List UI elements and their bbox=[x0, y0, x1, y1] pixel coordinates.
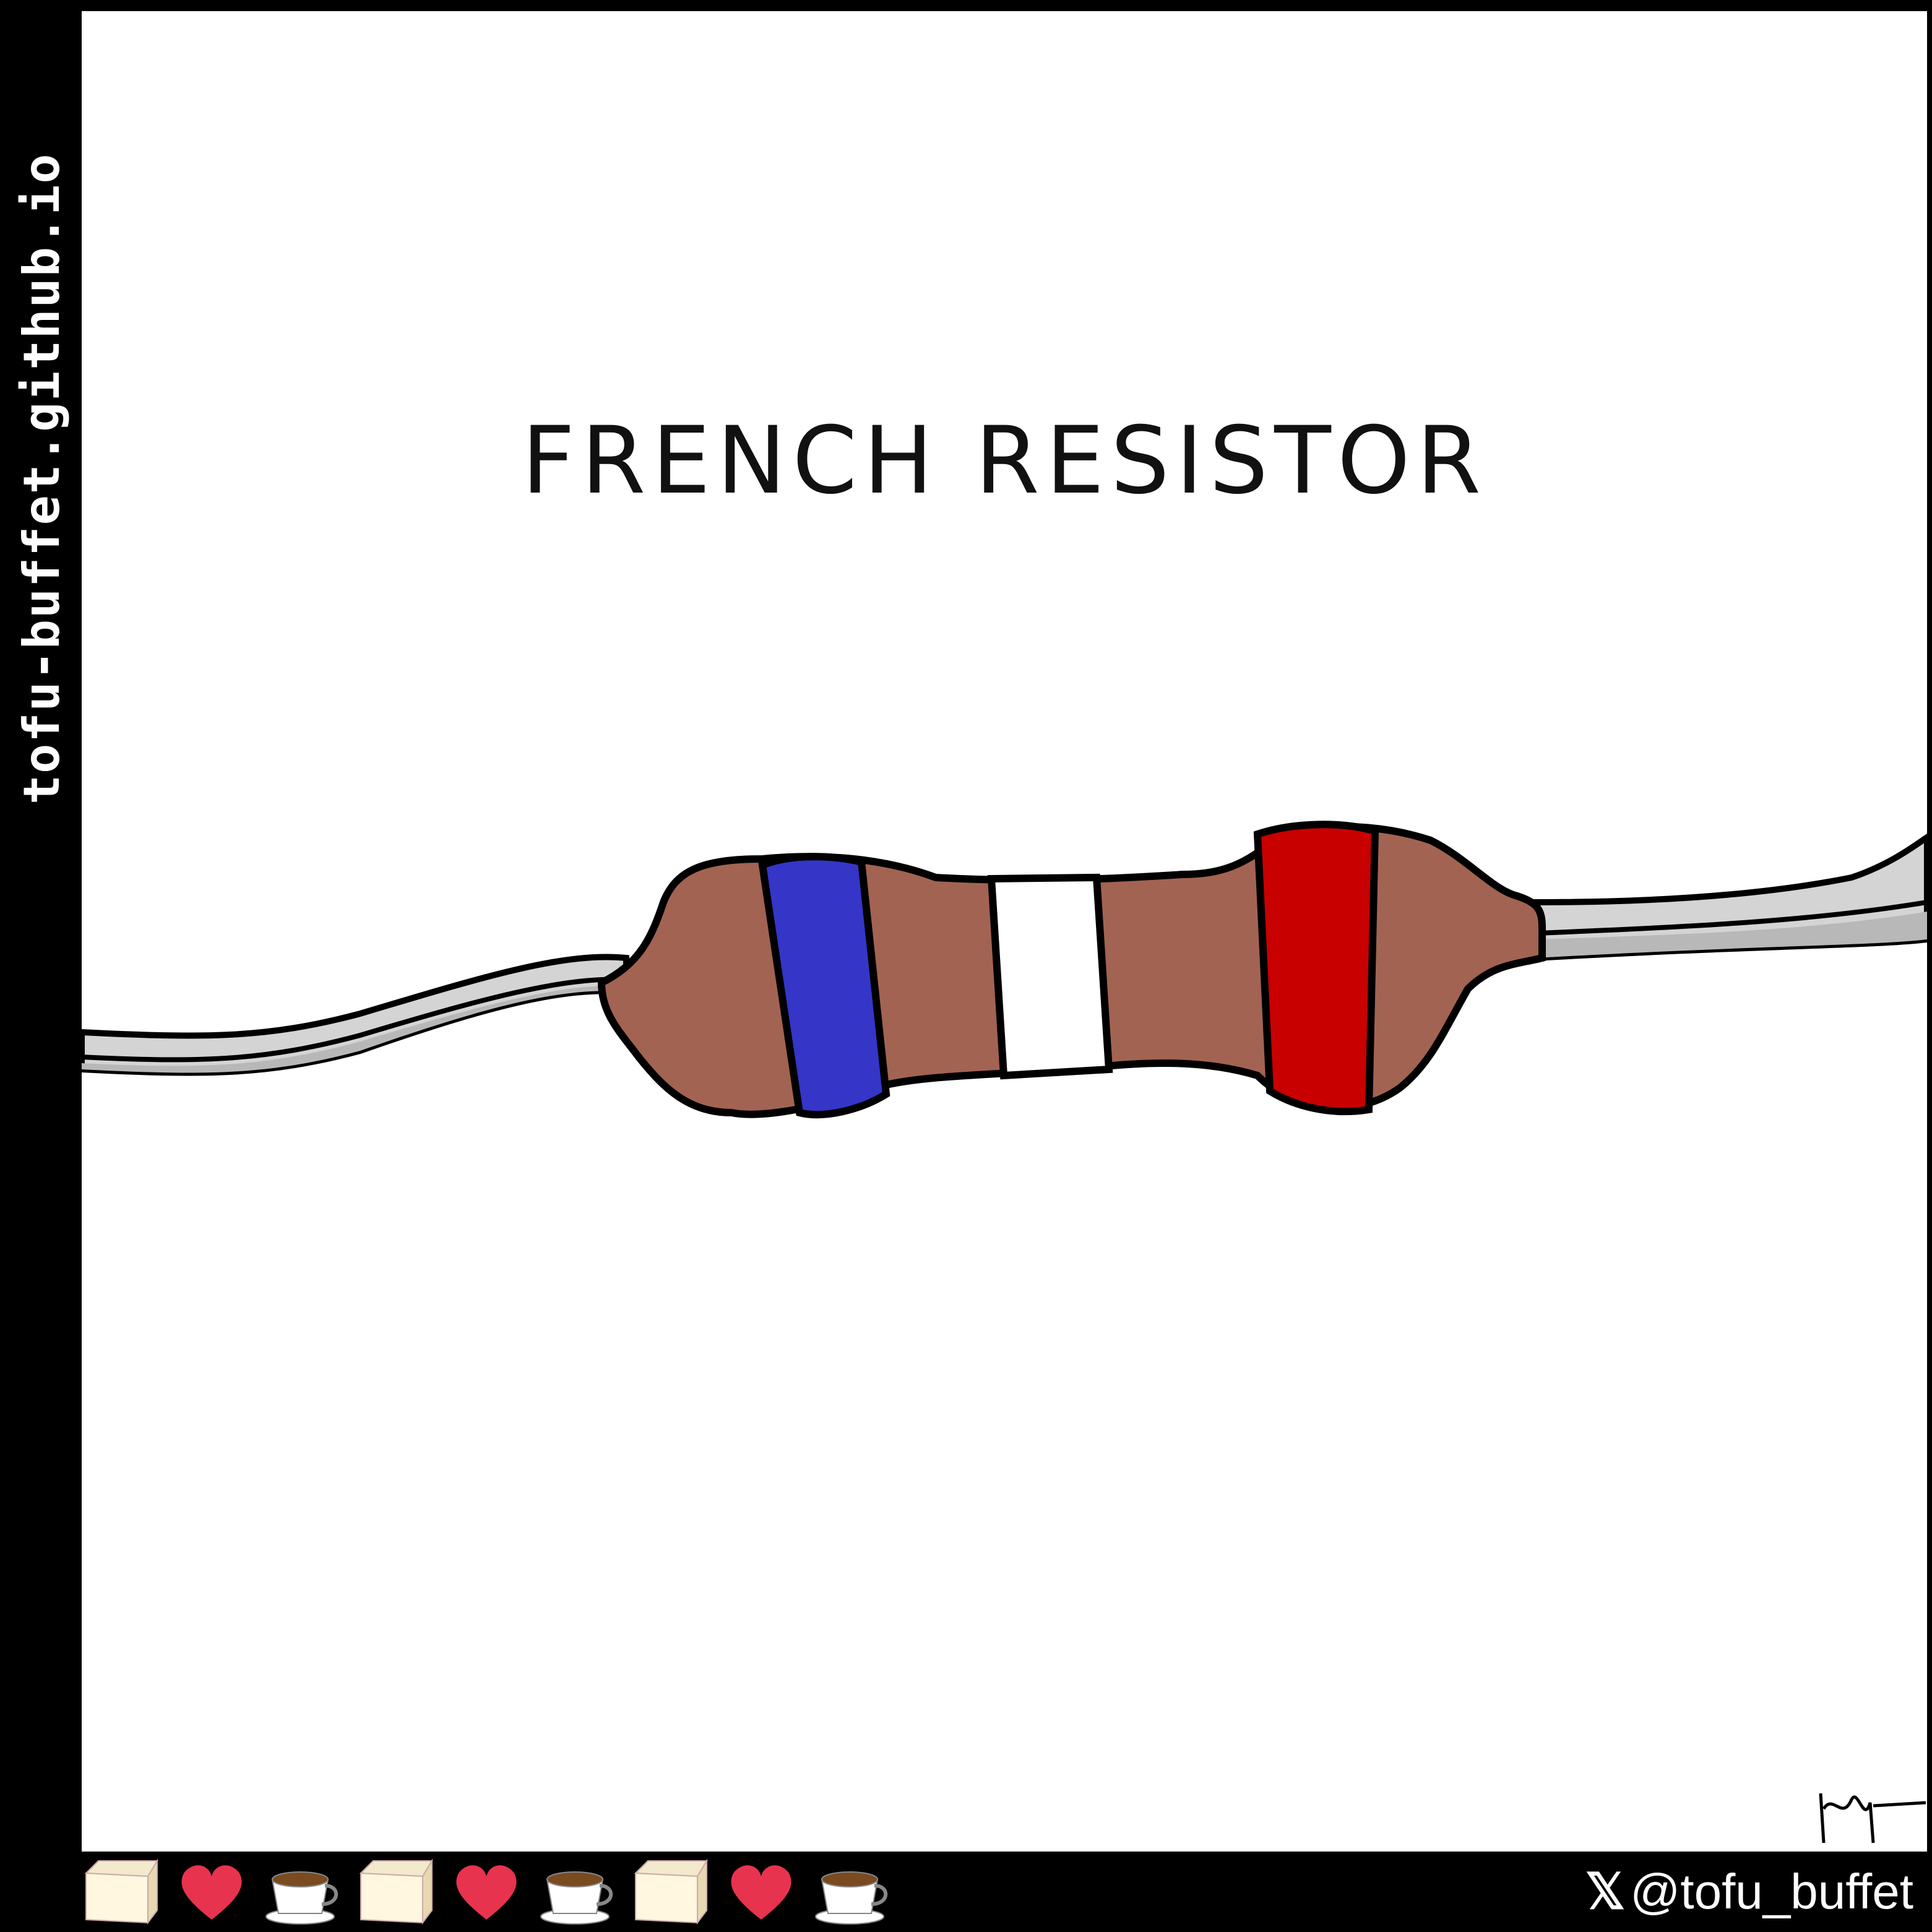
heart-icon bbox=[168, 1852, 255, 1932]
footer-bar: 𝕏 @tofu_buffet bbox=[0, 1852, 1932, 1932]
side-url-text: tofu-buffet.github.io bbox=[13, 152, 71, 804]
band-red bbox=[1253, 821, 1379, 1116]
comic-panel: FRENCH RESISTOR bbox=[82, 11, 1927, 1852]
artist-signature bbox=[1819, 1793, 1926, 1844]
handle-text: @tofu_buffet bbox=[1630, 1864, 1913, 1919]
tofu-icon bbox=[77, 1852, 163, 1932]
left-lead bbox=[82, 954, 629, 1076]
coffee-icon bbox=[535, 1852, 621, 1932]
coffee-icon bbox=[260, 1852, 347, 1932]
resistor-illustration bbox=[82, 821, 1927, 1844]
emoji-row bbox=[77, 1852, 896, 1932]
band-blue bbox=[758, 853, 891, 1119]
tofu-icon bbox=[626, 1852, 713, 1932]
social-handle[interactable]: 𝕏 @tofu_buffet bbox=[1585, 1852, 1913, 1932]
coffee-icon bbox=[809, 1852, 896, 1932]
right-lead bbox=[1533, 833, 1927, 962]
tofu-icon bbox=[351, 1852, 438, 1932]
x-logo-icon: 𝕏 bbox=[1585, 1864, 1626, 1919]
comic-title: FRENCH RESISTOR bbox=[521, 407, 1488, 515]
heart-icon bbox=[718, 1852, 804, 1932]
band-white bbox=[987, 873, 1113, 1080]
heart-icon bbox=[443, 1852, 530, 1932]
